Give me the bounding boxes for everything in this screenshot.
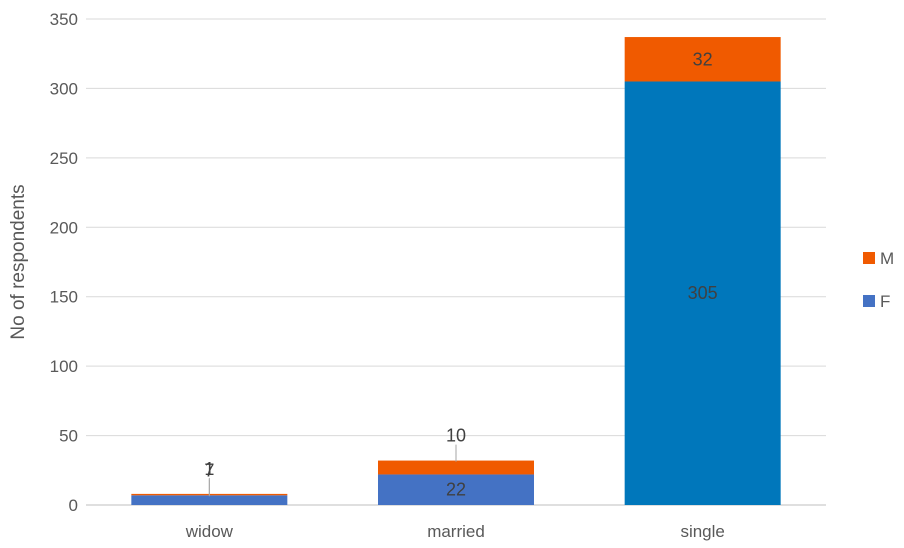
x-axis-ticks: widow married single bbox=[185, 522, 725, 541]
data-label-married-F: 22 bbox=[446, 480, 466, 500]
legend-swatch-F bbox=[863, 295, 875, 307]
data-labels: 71 22 10 305 32 bbox=[204, 49, 717, 499]
data-label-married-M: 10 bbox=[446, 426, 466, 446]
x-tick-married: married bbox=[427, 522, 485, 541]
bar-married-F bbox=[378, 474, 534, 505]
bar-widow-F bbox=[131, 495, 288, 505]
data-label-widow-F: 7 bbox=[204, 460, 214, 480]
y-tick-0: 0 bbox=[69, 496, 78, 515]
y-tick-250: 250 bbox=[50, 149, 78, 168]
bar-single-F bbox=[624, 81, 781, 505]
y-tick-100: 100 bbox=[50, 357, 78, 376]
bars bbox=[131, 37, 781, 505]
y-tick-200: 200 bbox=[50, 218, 78, 237]
x-tick-widow: widow bbox=[185, 522, 234, 541]
legend-label-M: M bbox=[880, 249, 894, 268]
bar-single-M bbox=[624, 37, 781, 82]
y-tick-300: 300 bbox=[50, 79, 78, 98]
x-tick-single: single bbox=[680, 522, 724, 541]
legend: MF bbox=[863, 249, 894, 311]
bar-married-M bbox=[378, 460, 534, 475]
y-tick-350: 350 bbox=[50, 10, 78, 29]
gridlines bbox=[86, 18, 826, 506]
data-label-widow-M: 1 bbox=[204, 459, 214, 479]
y-tick-50: 50 bbox=[59, 427, 78, 446]
data-label-single-M: 32 bbox=[693, 49, 713, 69]
legend-label-F: F bbox=[880, 292, 890, 311]
y-axis-title: No of respondents bbox=[8, 184, 29, 339]
data-label-single-F: 305 bbox=[688, 283, 718, 303]
y-tick-150: 150 bbox=[50, 288, 78, 307]
y-axis-ticks: 0 50 100 150 200 250 300 350 bbox=[50, 10, 78, 515]
legend-swatch-M bbox=[863, 252, 875, 264]
